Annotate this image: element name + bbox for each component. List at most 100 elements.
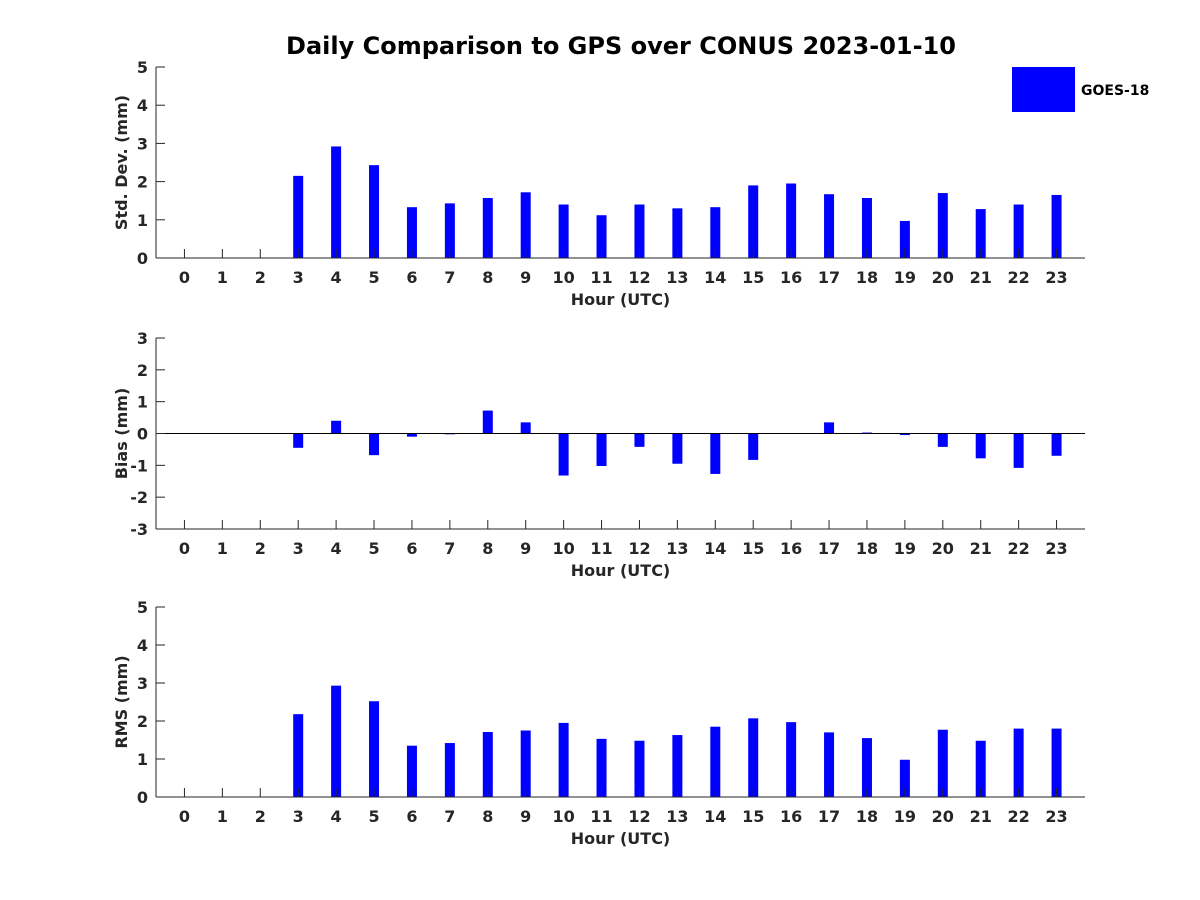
bar-rms-hour-8 — [482, 732, 493, 797]
x-tick-label: 8 — [482, 268, 493, 287]
bar-rms-hour-15 — [748, 718, 759, 797]
bar-rms-hour-22 — [1013, 728, 1024, 797]
bar-rms-hour-20 — [937, 729, 948, 797]
bar-stddev-hour-23 — [1051, 194, 1062, 258]
x-tick-label: 17 — [818, 539, 840, 558]
bar-bias-hour-6 — [406, 433, 417, 437]
x-tick-label: 9 — [520, 268, 531, 287]
x-tick-label: 11 — [590, 539, 612, 558]
x-tick-label: 2 — [255, 268, 266, 287]
bar-stddev-hour-13 — [672, 208, 683, 258]
x-tick-label: 10 — [552, 539, 574, 558]
x-tick-label: 15 — [742, 539, 764, 558]
x-tick-label: 17 — [818, 807, 840, 826]
bar-stddev-hour-16 — [786, 183, 797, 258]
chart-title: Daily Comparison to GPS over CONUS 2023-… — [286, 32, 956, 60]
x-tick-label: 18 — [856, 807, 878, 826]
bar-bias-hour-4 — [331, 420, 342, 434]
y-tick-label: -2 — [130, 488, 148, 507]
x-tick-label: 6 — [406, 539, 417, 558]
bar-bias-hour-9 — [520, 422, 531, 434]
x-tick-label: 21 — [970, 268, 992, 287]
bar-stddev-hour-4 — [331, 146, 342, 258]
x-axis-label: Hour (UTC) — [571, 561, 671, 580]
x-tick-label: 4 — [331, 539, 342, 558]
y-tick-label: 1 — [137, 750, 148, 769]
y-axis-label: Std. Dev. (mm) — [112, 95, 131, 230]
y-tick-label: 2 — [137, 361, 148, 380]
x-tick-label: 3 — [293, 268, 304, 287]
x-tick-label: 15 — [742, 268, 764, 287]
bar-bias-hour-5 — [369, 433, 380, 456]
bar-bias-hour-22 — [1013, 433, 1024, 468]
bar-stddev-hour-3 — [293, 175, 304, 258]
bar-stddev-hour-7 — [444, 203, 455, 258]
bar-stddev-hour-20 — [937, 193, 948, 258]
bar-bias-hour-21 — [975, 433, 986, 459]
bar-stddev-hour-6 — [406, 207, 417, 258]
y-tick-label: 0 — [137, 788, 148, 807]
bar-rms-hour-12 — [634, 740, 645, 797]
x-tick-label: 19 — [894, 539, 916, 558]
bar-rms-hour-13 — [672, 735, 683, 797]
x-tick-label: 22 — [1008, 268, 1030, 287]
y-tick-label: -3 — [130, 520, 148, 539]
x-tick-label: 7 — [444, 268, 455, 287]
x-tick-label: 16 — [780, 539, 802, 558]
x-axis-label: Hour (UTC) — [571, 290, 671, 309]
bar-bias-hour-17 — [824, 422, 835, 434]
bar-stddev-hour-22 — [1013, 204, 1024, 258]
bar-bias-hour-11 — [596, 433, 607, 466]
x-tick-label: 21 — [970, 539, 992, 558]
bar-bias-hour-20 — [937, 433, 948, 447]
x-tick-label: 5 — [368, 539, 379, 558]
bar-bias-hour-14 — [710, 433, 721, 474]
x-tick-label: 17 — [818, 268, 840, 287]
x-tick-label: 7 — [444, 539, 455, 558]
bar-rms-hour-7 — [444, 743, 455, 797]
x-tick-label: 20 — [932, 539, 954, 558]
bar-bias-hour-13 — [672, 433, 683, 464]
x-tick-label: 21 — [970, 807, 992, 826]
legend-label: GOES-18 — [1081, 83, 1149, 99]
bar-bias-hour-19 — [899, 433, 910, 436]
y-tick-label: 2 — [137, 712, 148, 731]
bar-stddev-hour-10 — [558, 204, 569, 258]
x-tick-label: 9 — [520, 539, 531, 558]
x-tick-label: 16 — [780, 807, 802, 826]
x-tick-label: 14 — [704, 539, 726, 558]
bar-rms-hour-11 — [596, 738, 607, 797]
bar-rms-hour-18 — [861, 738, 872, 797]
bar-rms-hour-6 — [406, 745, 417, 797]
x-tick-label: 9 — [520, 807, 531, 826]
bar-rms-hour-14 — [710, 726, 721, 797]
x-tick-label: 14 — [704, 268, 726, 287]
x-tick-label: 6 — [406, 268, 417, 287]
x-tick-label: 3 — [293, 539, 304, 558]
x-tick-label: 12 — [628, 539, 650, 558]
bar-rms-hour-17 — [824, 732, 835, 797]
x-tick-label: 23 — [1045, 807, 1067, 826]
bar-rms-hour-9 — [520, 730, 531, 797]
x-tick-label: 18 — [856, 268, 878, 287]
bar-stddev-hour-9 — [520, 192, 531, 258]
x-tick-label: 8 — [482, 807, 493, 826]
y-tick-label: 4 — [137, 96, 148, 115]
y-tick-label: 3 — [137, 674, 148, 693]
x-tick-label: 10 — [552, 807, 574, 826]
x-tick-label: 19 — [894, 268, 916, 287]
x-tick-label: 18 — [856, 539, 878, 558]
x-tick-label: 22 — [1008, 807, 1030, 826]
bar-rms-hour-19 — [899, 759, 910, 797]
x-tick-label: 12 — [628, 807, 650, 826]
bar-stddev-hour-18 — [861, 198, 872, 258]
y-tick-label: 1 — [137, 393, 148, 412]
bar-rms-hour-10 — [558, 722, 569, 797]
x-tick-label: 4 — [331, 807, 342, 826]
x-tick-label: 23 — [1045, 268, 1067, 287]
y-tick-label: 1 — [137, 211, 148, 230]
